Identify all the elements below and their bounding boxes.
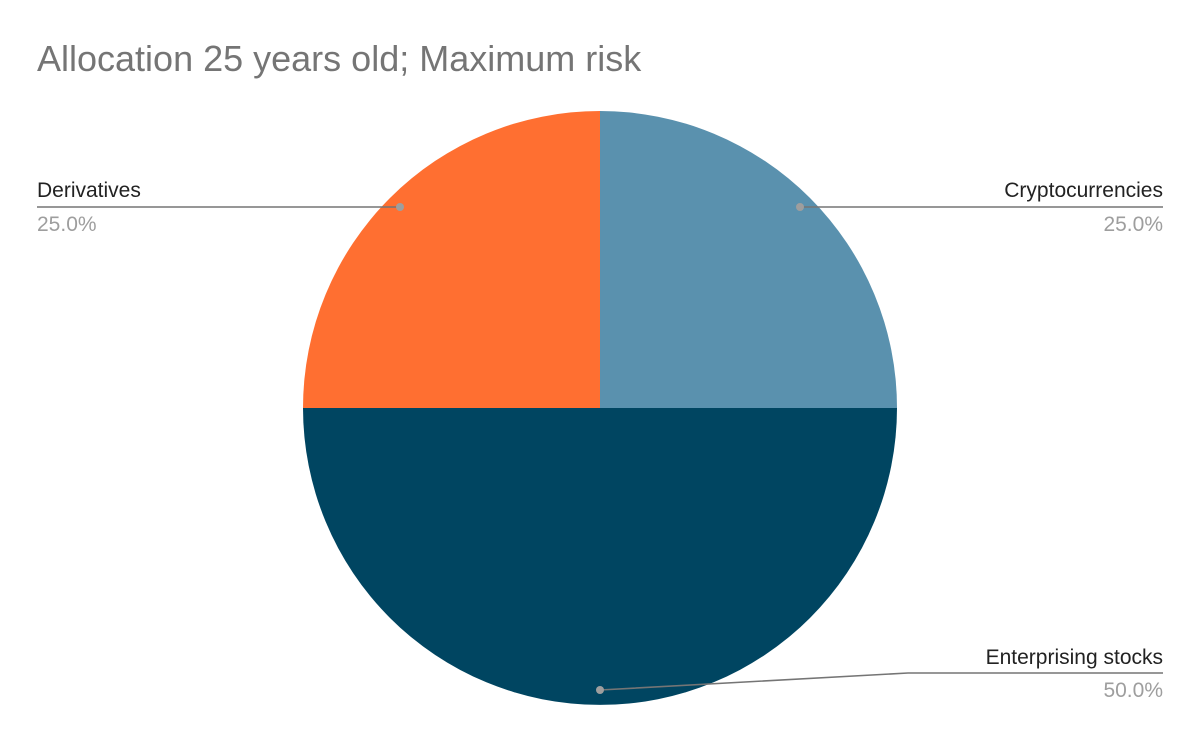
pie-slice-enterprising-stocks	[303, 408, 897, 705]
slice-label: Cryptocurrencies	[1004, 179, 1163, 202]
pie-slices	[303, 111, 897, 705]
leader-dot	[396, 203, 404, 211]
leader-lines	[37, 203, 1163, 694]
pie-slice-derivatives	[303, 111, 600, 408]
slice-percentage: 50.0%	[1103, 679, 1163, 702]
slice-labels: Cryptocurrencies 25.0% Enterprising stocks…	[37, 179, 1163, 702]
leader-line	[599, 672, 1163, 691]
slice-label: Enterprising stocks	[986, 646, 1163, 669]
slice-percentage: 25.0%	[1103, 213, 1163, 236]
leader-dot	[796, 203, 804, 211]
slice-label: Derivatives	[37, 179, 141, 202]
chart-title: Allocation 25 years old; Maximum risk	[37, 38, 642, 79]
pie-slice-cryptocurrencies	[600, 111, 897, 408]
leader-dot	[596, 686, 604, 694]
slice-percentage: 25.0%	[37, 213, 97, 236]
